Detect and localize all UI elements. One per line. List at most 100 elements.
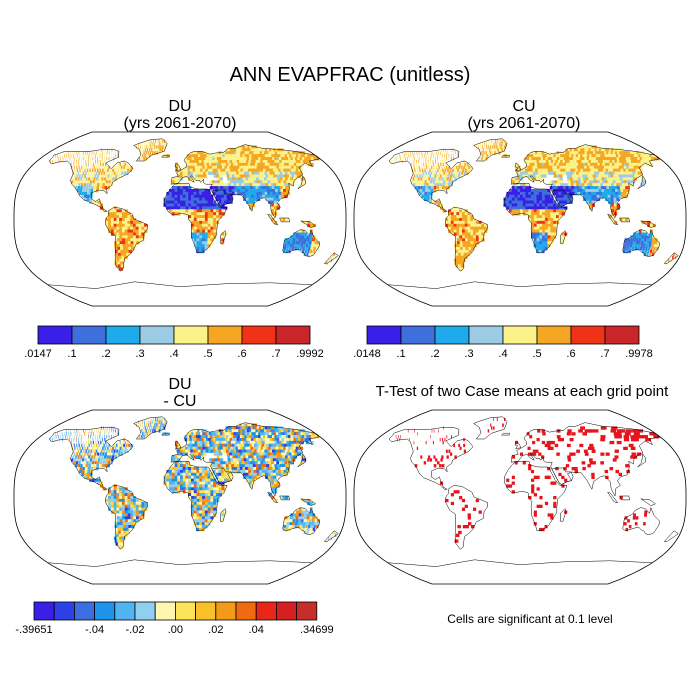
grid-cell [64, 432, 65, 436]
grid-cell [568, 171, 573, 175]
grid-cell [269, 171, 274, 175]
grid-cell [210, 197, 214, 201]
grid-cell [263, 174, 267, 178]
grid-cell [580, 191, 584, 196]
grid-cell [447, 148, 449, 152]
grid-cell [517, 197, 521, 201]
grid-cell [130, 244, 135, 248]
grid-cell [596, 165, 601, 170]
grid-cell [445, 148, 446, 152]
grid-cell [668, 258, 670, 262]
grid-cell [619, 186, 624, 190]
grid-cell [217, 160, 222, 164]
grid-cell [235, 180, 240, 184]
grid-cell [141, 501, 145, 506]
grid-cell [213, 218, 217, 222]
grid-cell [266, 186, 270, 190]
grid-cell [121, 501, 126, 506]
grid-cell [420, 186, 423, 190]
grid-cell [275, 472, 280, 477]
grid-cell [130, 223, 134, 228]
map-du [13, 131, 347, 307]
grid-cell [213, 493, 217, 497]
grid-cell [224, 478, 228, 482]
grid-cell [102, 183, 105, 187]
grid-cell [97, 160, 99, 164]
grid-cell [611, 183, 615, 187]
grid-cell [155, 420, 157, 424]
grid-cell [585, 177, 590, 181]
grid-cell [213, 209, 217, 213]
grid-cell [533, 220, 537, 225]
grid-cell [605, 197, 609, 201]
grid-cell [579, 189, 584, 193]
grid-cell [185, 194, 189, 199]
grid-cell [182, 475, 186, 479]
grid-cell [536, 197, 540, 201]
grid-cell [164, 142, 167, 146]
grid-cell [213, 504, 217, 508]
grid-cell [166, 206, 170, 210]
grid-cell [457, 162, 459, 167]
grid-cell [424, 168, 426, 172]
grid-cell [408, 154, 410, 158]
grid-cell [455, 154, 456, 158]
grid-cell [600, 186, 605, 190]
grid-cell [177, 443, 181, 448]
grid-cell [208, 438, 212, 442]
grid-cell [428, 154, 430, 158]
grid-cell [267, 458, 272, 462]
grid-cell [204, 516, 208, 520]
grid-cell [478, 232, 482, 236]
grid-cell [199, 519, 203, 523]
grid-cell [130, 513, 134, 517]
grid-cell [317, 241, 320, 245]
grid-cell [563, 189, 567, 193]
grid-cell [207, 197, 211, 201]
grid-cell [93, 443, 95, 448]
grid-cell [135, 513, 140, 517]
grid-cell [269, 449, 274, 453]
grid-cell [536, 218, 540, 222]
grid-cell [276, 443, 281, 448]
grid-cell [429, 200, 433, 204]
grid-cell [280, 180, 285, 184]
grid-cell [98, 177, 101, 181]
grid-cell [547, 241, 551, 245]
grid-cell [470, 226, 474, 230]
grid-cell [223, 440, 228, 445]
grid-cell [285, 186, 289, 190]
grid-cell [127, 496, 131, 500]
grid-cell [235, 177, 239, 181]
grid-cell [187, 168, 191, 172]
grid-cell [235, 455, 239, 459]
grid-cell [199, 215, 203, 219]
grid-cell [591, 165, 596, 170]
grid-cell [191, 513, 195, 517]
grid-cell [256, 472, 261, 477]
grid-cell [78, 162, 80, 167]
grid-cell [114, 261, 119, 265]
grid-cell [305, 160, 311, 164]
grid-cell [201, 244, 205, 248]
grid-cell [198, 435, 202, 439]
grid-cell [520, 197, 524, 201]
grid-cell [94, 183, 97, 187]
grid-cell [86, 174, 89, 178]
grid-cell [311, 154, 319, 158]
grid-cell [463, 160, 465, 164]
grid-cell [236, 160, 241, 164]
grid-cell [462, 235, 466, 239]
grid-cell [182, 446, 186, 450]
grid-cell [289, 241, 293, 245]
grid-cell [533, 226, 537, 230]
grid-cell [413, 165, 415, 170]
grid-cell [93, 151, 95, 155]
grid-cell [284, 449, 290, 453]
grid-cell [599, 194, 603, 199]
grid-cell [550, 229, 554, 233]
grid-cell [467, 218, 471, 222]
grid-cell [491, 148, 493, 152]
grid-cell [185, 191, 189, 196]
grid-cell [122, 238, 126, 242]
